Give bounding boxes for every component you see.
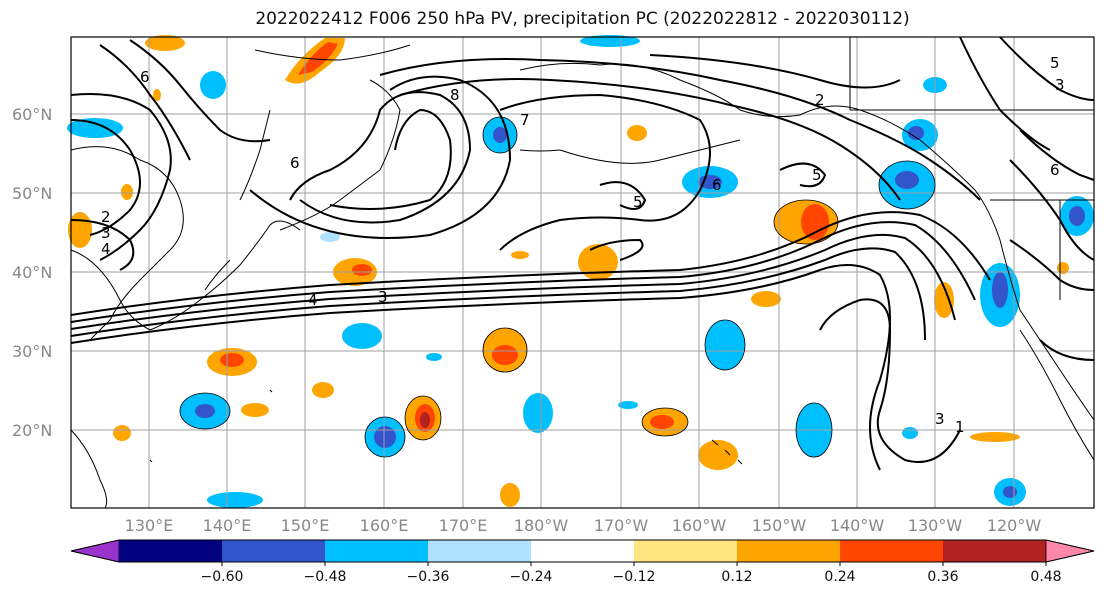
lon-label-150e: 150°E bbox=[281, 516, 330, 535]
lon-label-140e: 140°E bbox=[203, 516, 252, 535]
colorbar-tick-label: 0.48 bbox=[1030, 569, 1061, 585]
colorbar-cell bbox=[325, 540, 429, 562]
lon-label-160w: 160°W bbox=[672, 516, 727, 535]
pv-label-2b: 2 bbox=[815, 91, 825, 109]
pv-label-5: 5 bbox=[633, 193, 643, 211]
latitude-labels: 60°N 50°N 40°N 30°N 20°N bbox=[12, 105, 52, 440]
colorbar: −0.60 −0.48 −0.36 −0.24 −0.12 0.12 0.24 0.36 0.4… bbox=[70, 539, 1095, 585]
pv-label-6d: 6 bbox=[1050, 161, 1060, 179]
pv-label-7: 7 bbox=[520, 111, 530, 129]
pv-label-5b: 5 bbox=[812, 166, 822, 184]
lon-label-120w: 120°W bbox=[987, 516, 1042, 535]
lon-label-160e: 160°E bbox=[360, 516, 409, 535]
lon-label-170w: 170°W bbox=[594, 516, 649, 535]
lon-label-170e: 170°E bbox=[439, 516, 488, 535]
pv-label-6b: 6 bbox=[290, 154, 300, 172]
longitude-labels: 130°E 140°E 150°E 160°E 170°E 180°W 170°… bbox=[125, 516, 1042, 535]
colorbar-cell bbox=[840, 540, 944, 562]
colorbar-cell bbox=[428, 540, 532, 562]
colorbar-cell bbox=[634, 540, 738, 562]
map-panel: 2 3 4 4 3 5 5 6 6 6 6 3 5 2 3 1 8 7 bbox=[67, 35, 1095, 509]
colorbar-ticks: −0.60 −0.48 −0.36 −0.24 −0.12 0.12 0.24 0.36 0.4… bbox=[201, 562, 1062, 585]
pv-label-6: 6 bbox=[712, 176, 722, 194]
colorbar-tick-label: −0.36 bbox=[407, 569, 450, 585]
colorbar-tick-label: −0.60 bbox=[201, 569, 244, 585]
colorbar-cell bbox=[222, 540, 326, 562]
colorbar-tick-label: 0.24 bbox=[824, 569, 855, 585]
pv-contours bbox=[70, 36, 1095, 471]
pv-label-5c: 5 bbox=[1050, 54, 1060, 72]
shading-outlines bbox=[179, 116, 936, 458]
lat-label-50n: 50°N bbox=[12, 184, 52, 203]
lat-label-30n: 30°N bbox=[12, 342, 52, 361]
lon-label-150w: 150°W bbox=[752, 516, 807, 535]
map-frame bbox=[70, 36, 1095, 509]
lat-label-60n: 60°N bbox=[12, 105, 52, 124]
pv-label-6c: 6 bbox=[140, 68, 150, 86]
colorbar-tick-label: −0.24 bbox=[510, 569, 553, 585]
pv-label-3: 3 bbox=[101, 224, 111, 242]
colorbar-tick-label: 0.36 bbox=[927, 569, 958, 585]
lon-label-130w: 130°W bbox=[908, 516, 963, 535]
graticule bbox=[71, 37, 1094, 508]
pv-label-4: 4 bbox=[101, 240, 111, 258]
colorbar-tick-label: −0.12 bbox=[613, 569, 656, 585]
pv-label-1: 1 bbox=[955, 418, 965, 436]
lon-label-180w: 180°W bbox=[514, 516, 569, 535]
lon-label-140w: 140°W bbox=[830, 516, 885, 535]
pv-label-4b: 4 bbox=[308, 291, 318, 309]
colorbar-extend-high bbox=[1045, 539, 1095, 563]
lat-label-40n: 40°N bbox=[12, 263, 52, 282]
colorbar-cell bbox=[531, 540, 635, 562]
colorbar-tick-label: 0.12 bbox=[721, 569, 752, 585]
positive-anomaly-areas bbox=[68, 35, 1069, 507]
lon-label-130e: 130°E bbox=[125, 516, 174, 535]
pv-label-2: 2 bbox=[101, 208, 111, 226]
colorbar-cell bbox=[737, 540, 841, 562]
pv-label-3c: 3 bbox=[1055, 76, 1065, 94]
colorbar-tick-label: −0.48 bbox=[304, 569, 347, 585]
colorbar-extend-low bbox=[70, 539, 120, 563]
pv-contour-labels: 2 3 4 4 3 5 5 6 6 6 6 3 5 2 3 1 8 7 bbox=[101, 54, 1065, 436]
map-title: 2022022412 F006 250 hPa PV, precipitatio… bbox=[255, 9, 910, 29]
pv-label-8: 8 bbox=[450, 86, 460, 104]
colorbar-cell bbox=[119, 540, 223, 562]
coastlines bbox=[70, 37, 1095, 509]
colorbar-cell bbox=[943, 540, 1047, 562]
colorbar-cells bbox=[70, 539, 1095, 563]
colorbar-frame bbox=[70, 539, 1095, 563]
pv-label-3d: 3 bbox=[935, 410, 945, 428]
pv-label-3b: 3 bbox=[378, 288, 388, 306]
lat-label-20n: 20°N bbox=[12, 421, 52, 440]
